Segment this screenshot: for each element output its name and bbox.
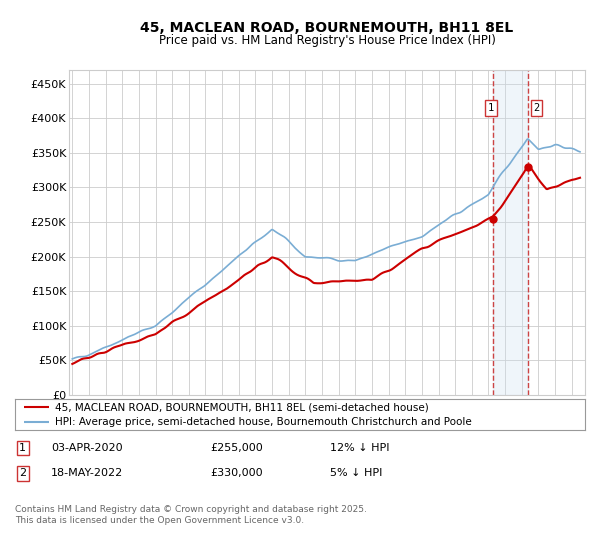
Text: £255,000: £255,000 [210, 443, 263, 453]
Text: HPI: Average price, semi-detached house, Bournemouth Christchurch and Poole: HPI: Average price, semi-detached house,… [55, 417, 472, 427]
Text: 45, MACLEAN ROAD, BOURNEMOUTH, BH11 8EL: 45, MACLEAN ROAD, BOURNEMOUTH, BH11 8EL [140, 21, 514, 35]
Text: £330,000: £330,000 [210, 468, 263, 478]
Text: 18-MAY-2022: 18-MAY-2022 [51, 468, 123, 478]
Text: 03-APR-2020: 03-APR-2020 [51, 443, 122, 453]
Text: Price paid vs. HM Land Registry's House Price Index (HPI): Price paid vs. HM Land Registry's House … [158, 34, 496, 46]
Text: Contains HM Land Registry data © Crown copyright and database right 2025.
This d: Contains HM Land Registry data © Crown c… [15, 505, 367, 525]
Text: 2: 2 [19, 468, 26, 478]
Text: 5% ↓ HPI: 5% ↓ HPI [330, 468, 382, 478]
Text: 1: 1 [19, 443, 26, 453]
Text: 1: 1 [488, 103, 494, 113]
Text: 12% ↓ HPI: 12% ↓ HPI [330, 443, 389, 453]
Text: 45, MACLEAN ROAD, BOURNEMOUTH, BH11 8EL (semi-detached house): 45, MACLEAN ROAD, BOURNEMOUTH, BH11 8EL … [55, 402, 428, 412]
Text: 2: 2 [533, 103, 539, 113]
Bar [493, 70, 528, 395]
